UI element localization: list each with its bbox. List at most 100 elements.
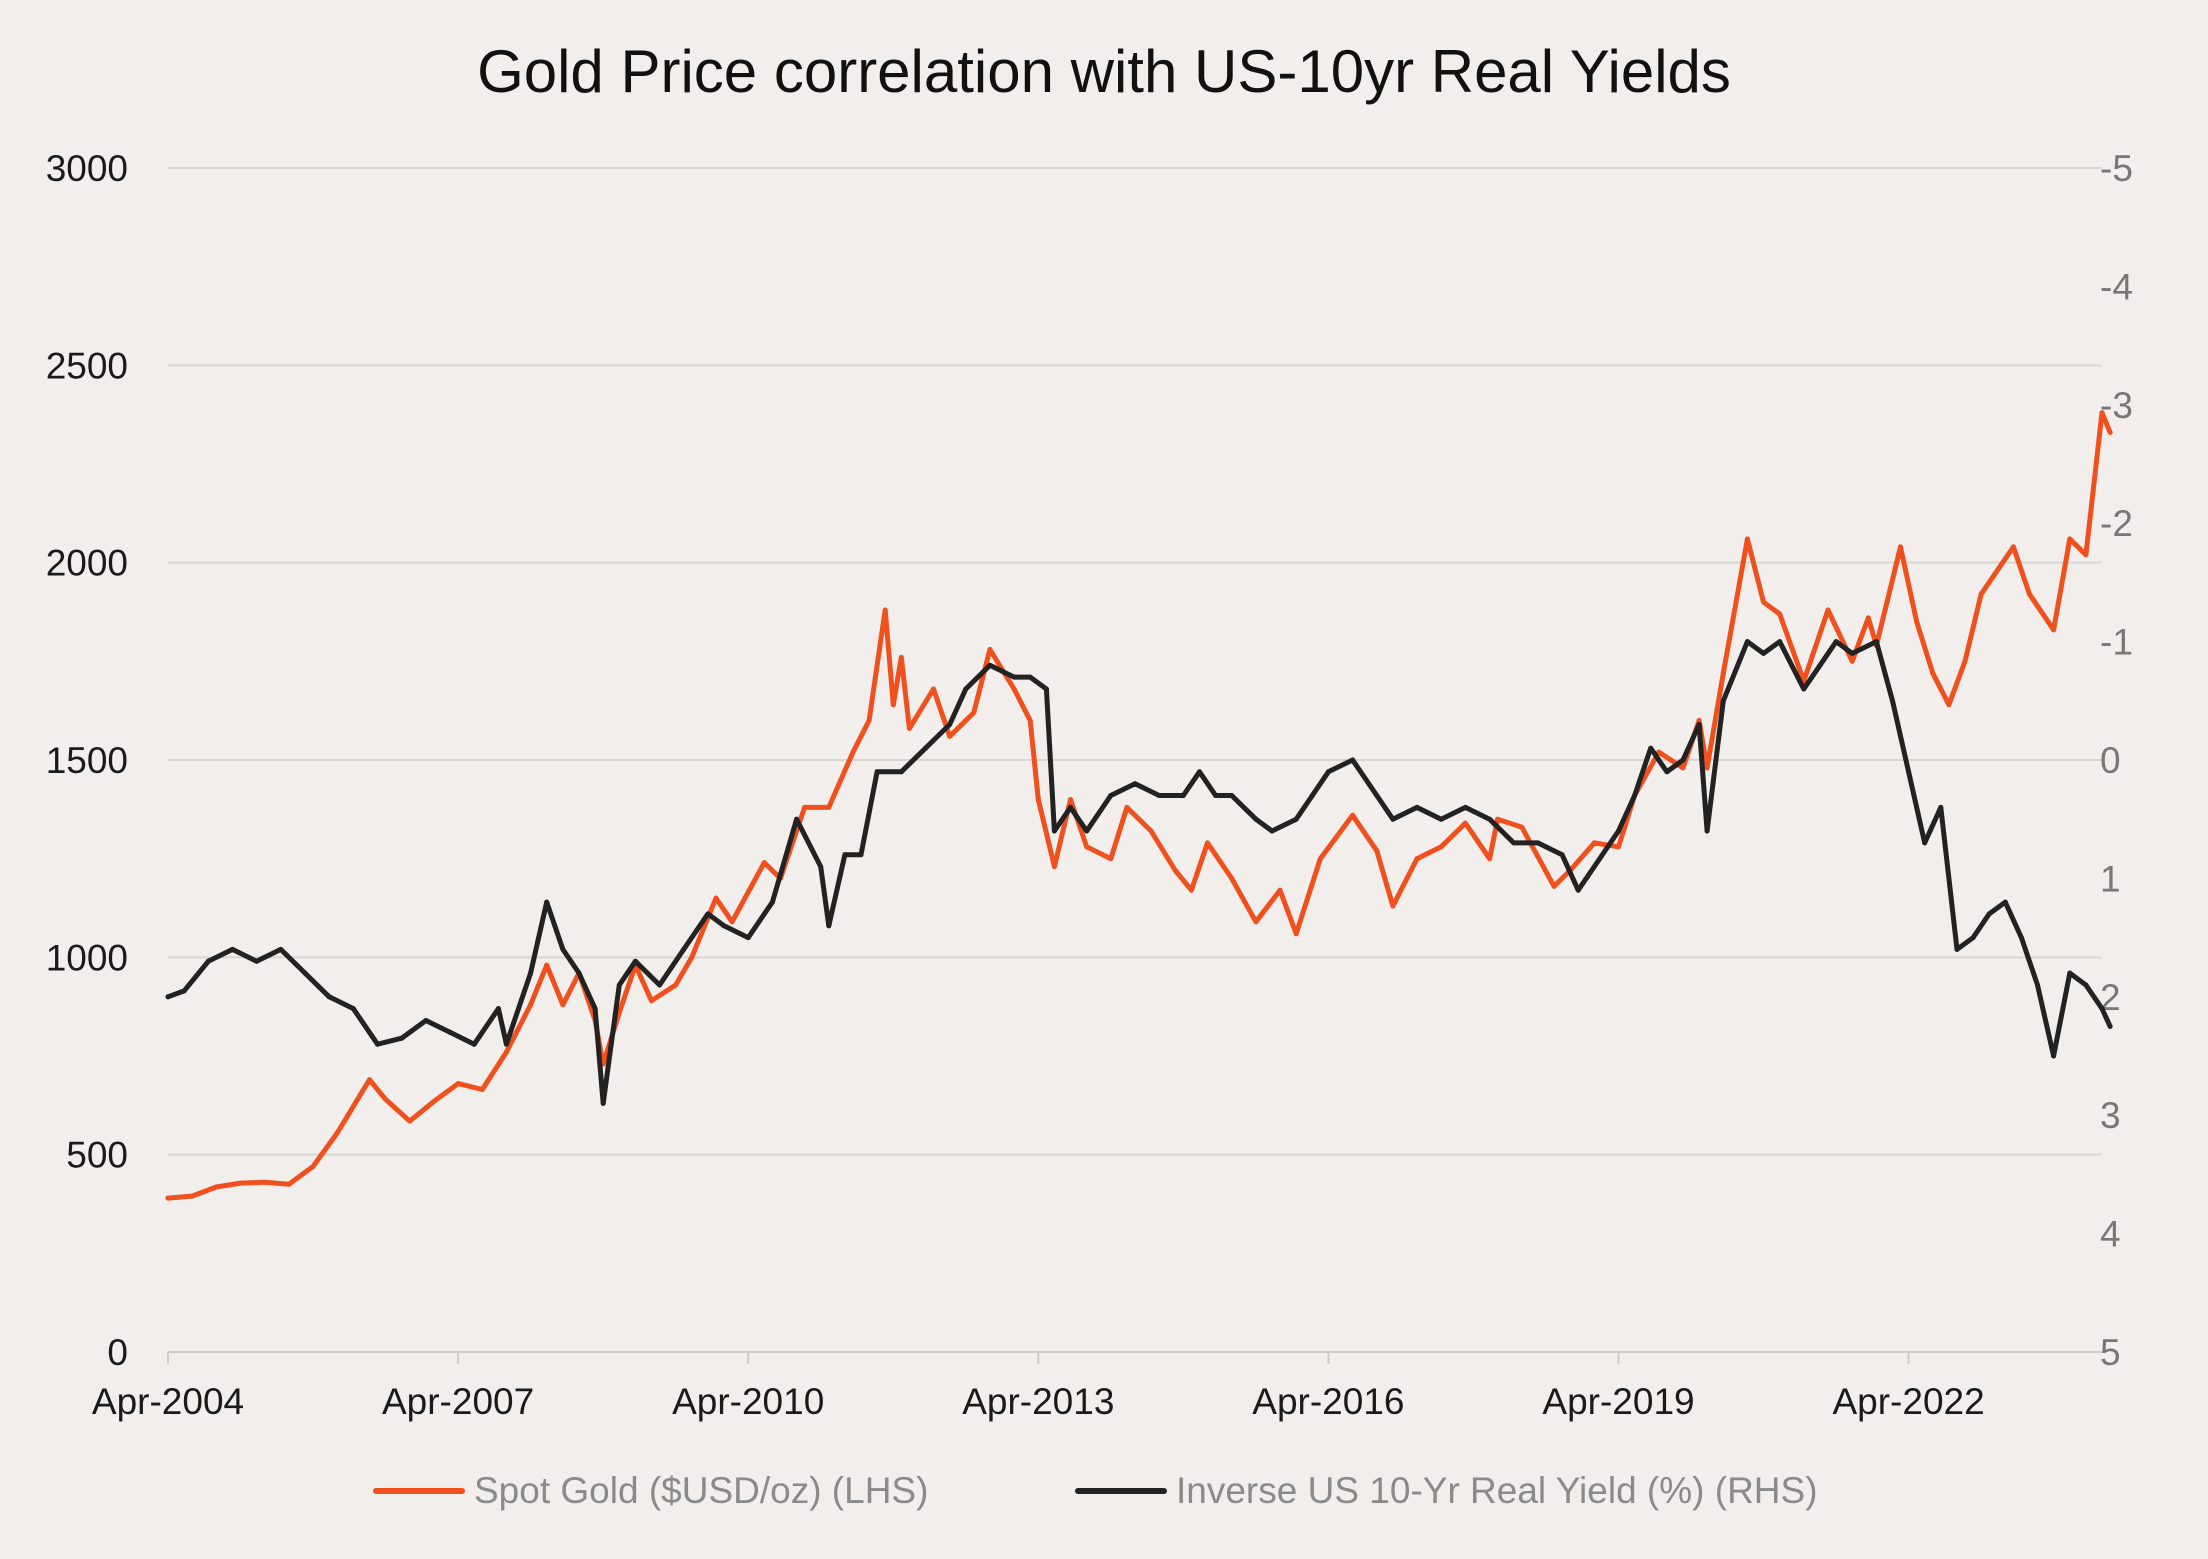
data-point: [455, 1081, 461, 1087]
data-point: [858, 852, 864, 858]
data-point: [2035, 982, 2040, 988]
data-point: [1898, 544, 1903, 550]
data-point: [238, 1180, 243, 1186]
data-point: [1197, 769, 1202, 775]
data-point: [1849, 650, 1855, 656]
data-point: [947, 722, 953, 727]
data-point: [1229, 875, 1235, 881]
data-point: [898, 769, 904, 775]
data-point: [576, 970, 582, 976]
series-line-spot-gold: [165, 410, 2113, 1201]
right-tick-label: 4: [2100, 1214, 2121, 1255]
data-point: [2107, 1023, 2113, 1029]
data-point: [165, 1195, 171, 1201]
data-point: [1720, 698, 1726, 704]
data-point: [689, 954, 695, 960]
data-point: [1438, 844, 1444, 850]
data-point: [681, 946, 687, 952]
right-tick-label: 2: [2100, 977, 2121, 1018]
data-point: [818, 864, 824, 870]
left-tick-label: 1500: [46, 740, 128, 781]
data-point: [616, 982, 622, 988]
data-point: [1978, 591, 1984, 597]
data-point: [1680, 757, 1686, 763]
data-point: [1374, 848, 1380, 854]
data-point: [503, 1041, 509, 1047]
data-point: [1761, 599, 1766, 605]
data-point: [721, 923, 727, 929]
data-point: [1462, 804, 1468, 810]
left-tick-label: 1000: [46, 937, 128, 978]
x-tick-label: Apr-2004: [92, 1381, 244, 1422]
data-point: [326, 994, 332, 1000]
data-point: [1696, 718, 1702, 723]
data-point: [1591, 840, 1597, 846]
legend: Spot Gold ($USD/oz) (LHS) Inverse US 10-Y…: [373, 1470, 1818, 1511]
data-point: [882, 607, 888, 613]
data-point: [1156, 793, 1162, 798]
right-tick-label: -2: [2100, 503, 2133, 544]
data-point: [826, 804, 832, 810]
data-point: [495, 1006, 501, 1012]
data-point: [761, 860, 767, 866]
data-point: [987, 647, 993, 652]
data-point: [286, 1181, 292, 1187]
data-point: [1011, 686, 1017, 692]
data-point: [407, 1118, 413, 1124]
data-point: [278, 946, 284, 952]
data-point: [1616, 828, 1621, 834]
data-point: [560, 946, 566, 952]
data-point: [181, 988, 187, 994]
data-point: [1414, 804, 1420, 810]
data-point: [367, 1077, 372, 1083]
data-point: [1946, 702, 1952, 708]
data-point: [1068, 804, 1073, 810]
data-point: [1043, 686, 1049, 692]
data-point: [592, 1006, 598, 1012]
data-point: [1890, 698, 1895, 704]
data-point: [1269, 828, 1275, 834]
data-point: [1317, 856, 1323, 862]
left-tick-label: 0: [107, 1332, 128, 1373]
data-point: [987, 662, 993, 668]
data-point: [769, 899, 775, 905]
data-point: [600, 1100, 606, 1106]
data-point: [802, 804, 808, 810]
data-point: [2051, 627, 2057, 633]
data-point: [1213, 793, 1219, 798]
legend-label: Spot Gold ($USD/oz) (LHS): [474, 1470, 928, 1511]
series-line-real-yield: [165, 639, 2113, 1106]
data-point: [1390, 816, 1396, 822]
data-point: [2099, 410, 2105, 416]
data-point: [1487, 816, 1493, 822]
data-point: [1938, 804, 1944, 810]
data-point: [528, 1002, 534, 1008]
data-point: [1906, 769, 1912, 775]
data-point: [649, 998, 654, 1004]
data-point: [923, 745, 928, 751]
data-point: [1068, 797, 1073, 802]
data-point: [528, 970, 534, 976]
data-point: [2051, 1053, 2057, 1059]
data-point: [842, 852, 848, 858]
x-tick-label: Apr-2013: [962, 1381, 1114, 1422]
data-point: [1777, 611, 1783, 617]
data-point: [2083, 552, 2089, 558]
data-point: [1027, 674, 1033, 680]
data-point: [657, 982, 663, 988]
data-point: [302, 970, 308, 976]
data-point: [1035, 797, 1041, 802]
data-point: [350, 1006, 356, 1012]
data-point: [423, 1018, 429, 1023]
legend-label: Inverse US 10-Yr Real Yield (%) (RHS): [1176, 1470, 1818, 1511]
data-point: [1511, 840, 1517, 846]
data-point: [2107, 429, 2113, 435]
data-point: [874, 769, 880, 775]
right-tick-label: 1: [2100, 858, 2121, 899]
data-point: [2027, 591, 2032, 597]
data-point: [1873, 639, 1879, 645]
data-point: [1350, 812, 1356, 818]
x-tick-label: Apr-2022: [1832, 1381, 1984, 1422]
